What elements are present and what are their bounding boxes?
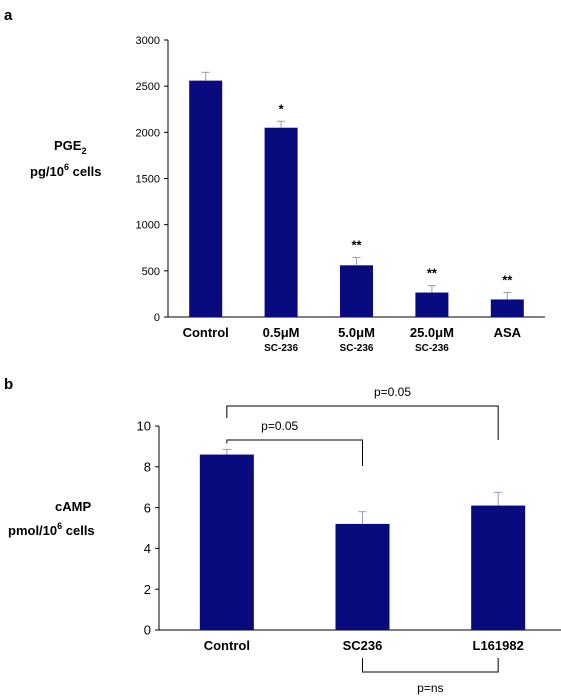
panel-b-y-tick-label: 10 bbox=[137, 419, 151, 434]
panel-b-label: b bbox=[4, 376, 13, 393]
panel-b-comparison-label: p=ns bbox=[417, 681, 443, 695]
panel-a-bar bbox=[264, 127, 298, 317]
panel-b-comparison-label: p=0.05 bbox=[261, 419, 298, 433]
panel-b-category-label: SC236 bbox=[343, 638, 383, 653]
panel-a-label: a bbox=[4, 7, 13, 24]
panel-a-bar bbox=[189, 80, 223, 317]
panel-b-bar bbox=[471, 505, 526, 630]
panel-a-category-label: 0.5μM bbox=[263, 325, 300, 340]
panel-a-y-tick-label: 0 bbox=[154, 312, 160, 324]
panel-a-y-tick-label: 1000 bbox=[136, 220, 160, 232]
panel-a-y-tick-label: 1500 bbox=[136, 173, 160, 185]
panel-b-comparison-label: p=0.05 bbox=[374, 385, 411, 399]
panel-a-bar bbox=[415, 292, 449, 317]
panel-a-significance-mark: * bbox=[279, 101, 285, 116]
panel-a-y-tick-label: 2000 bbox=[136, 127, 160, 139]
panel-b-ylabel-line2: pmol/106 cells bbox=[8, 521, 95, 538]
panel-b-comparison-bracket bbox=[226, 405, 499, 440]
panel-a-significance-mark: ** bbox=[427, 266, 438, 281]
panel-b-comparison-bracket bbox=[226, 439, 363, 466]
panel-b-category-label: L161982 bbox=[473, 638, 524, 653]
panel-b-plot: 0 2 4 6 8 10 Control SC236 L161982 p=0.05 p=0.05 p=… bbox=[137, 385, 561, 695]
panel-a-category-sublabel: SC-236 bbox=[415, 343, 449, 354]
panel-a-category-label: 25.0μM bbox=[410, 325, 454, 340]
panel-a-significance-mark: ** bbox=[351, 237, 362, 252]
panel-a-category-label: 5.0μM bbox=[338, 325, 375, 340]
panel-b-bar bbox=[335, 523, 390, 630]
panel-b-bar bbox=[199, 454, 254, 630]
panel-a-ylabel-line2: pg/106 cells bbox=[30, 162, 102, 179]
panel-a-significance-mark: ** bbox=[502, 273, 513, 288]
panel-b-ylabel-line1: cAMP bbox=[55, 499, 91, 514]
panel-a-category-label: ASA bbox=[494, 325, 522, 340]
panel-b-y-tick-label: 6 bbox=[144, 500, 151, 515]
panel-a-bar bbox=[490, 299, 524, 317]
panel-a-y-tick-label: 500 bbox=[142, 266, 160, 278]
panel-a-plot: 0 500 1000 1500 2000 2500 3000 Control * 0.5μM SC-… bbox=[136, 35, 545, 354]
panel-b-category-label: Control bbox=[204, 638, 250, 653]
panel-a-category-sublabel: SC-236 bbox=[340, 343, 374, 354]
panel-a-category-label: Control bbox=[183, 325, 229, 340]
panel-b-y-tick-label: 4 bbox=[144, 541, 151, 556]
panel-b-y-tick-label: 2 bbox=[144, 582, 151, 597]
panel-b-y-tick-label: 8 bbox=[144, 459, 151, 474]
panel-a-y-tick-label: 2500 bbox=[136, 81, 160, 93]
panel-b-y-tick-label: 0 bbox=[144, 623, 151, 638]
panel-a-bar bbox=[340, 265, 373, 317]
panel-b-comparison-bracket bbox=[362, 658, 499, 673]
panel-a-y-tick-label: 3000 bbox=[136, 35, 160, 47]
panel-a-category-sublabel: SC-236 bbox=[264, 343, 298, 354]
panel-a-ylabel-line1: PGE2 bbox=[54, 138, 86, 156]
